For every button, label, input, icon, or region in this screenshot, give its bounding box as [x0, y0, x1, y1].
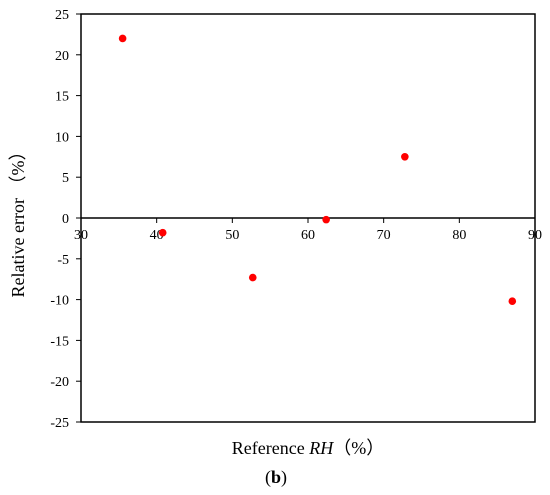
y-tick-label: -25: [50, 416, 69, 431]
y-tick-label: 15: [55, 90, 69, 105]
data-point: [322, 215, 330, 224]
y-tick-label: 20: [55, 49, 69, 64]
figure-caption: (b): [265, 467, 287, 488]
x-axis-title-italic: RH: [308, 438, 334, 458]
y-tick-label: 25: [55, 8, 69, 23]
x-axis-title-prefix: Reference: [232, 438, 309, 458]
x-tick-label: 50: [225, 228, 239, 243]
x-tick-label: 70: [377, 228, 391, 243]
y-tick-label: 0: [62, 212, 69, 227]
data-point: [158, 228, 167, 237]
data-point: [508, 297, 517, 306]
x-tick-label: 80: [452, 228, 466, 243]
y-tick-label: -10: [50, 294, 69, 309]
caption-letter: b: [271, 467, 281, 487]
y-tick-label: -15: [50, 334, 69, 349]
data-point: [401, 153, 409, 161]
caption-open: (: [265, 467, 271, 488]
y-tick-label: -5: [57, 253, 69, 268]
x-axis-title-suffix: （%）: [333, 438, 384, 458]
y-axis-title: Relative error （%）: [8, 143, 28, 298]
caption-close: ): [281, 467, 287, 488]
x-tick-label: 60: [301, 228, 315, 243]
x-axis-title: Reference RH（%）: [232, 438, 384, 458]
x-tick-label: 30: [74, 228, 88, 243]
y-tick-label: 5: [62, 171, 69, 186]
data-point: [248, 273, 257, 282]
y-tick-label: 10: [55, 130, 69, 145]
x-tick-label: 90: [528, 228, 542, 243]
data-point: [118, 34, 127, 43]
y-tick-label: -20: [50, 375, 69, 390]
